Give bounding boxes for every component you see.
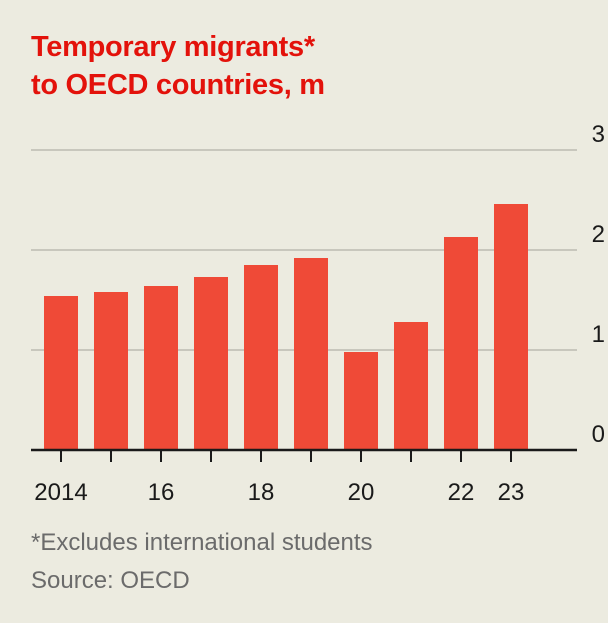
x-tick-label-2023: 23	[498, 479, 525, 506]
x-tick-label-2020: 20	[348, 479, 375, 506]
x-axis-labels: 2014 16 18 20 22 23	[34, 479, 524, 506]
y-tick-label-1: 1	[592, 321, 605, 348]
bar-2020	[344, 352, 378, 450]
bar-2023	[494, 204, 528, 450]
bar-2017	[194, 277, 228, 450]
footnote: *Excludes international students	[31, 529, 373, 556]
bar-2021	[394, 322, 428, 450]
bars	[44, 204, 528, 450]
bar-2015	[94, 292, 128, 450]
y-tick-label-0: 0	[592, 421, 605, 448]
x-tick-label-2016: 16	[148, 479, 175, 506]
x-tick-label-2018: 18	[248, 479, 275, 506]
y-axis-labels: 0 1 2 3	[592, 121, 605, 448]
x-axis	[31, 448, 577, 462]
bar-2018	[244, 265, 278, 450]
source-note: Source: OECD	[31, 567, 190, 594]
bar-2014	[44, 296, 78, 450]
chart-title-line-1: Temporary migrants*	[31, 31, 315, 63]
x-tick-label-2014: 2014	[34, 479, 87, 506]
chart-title-line-2: to OECD countries, m	[31, 69, 325, 101]
y-tick-label-2: 2	[592, 221, 605, 248]
x-tick-label-2022: 22	[448, 479, 475, 506]
chart-title: Temporary migrants* to OECD countries, m	[31, 28, 571, 104]
bar-2019	[294, 258, 328, 450]
bar-2016	[144, 286, 178, 450]
bar-2022	[444, 237, 478, 450]
y-tick-label-3: 3	[592, 121, 605, 148]
